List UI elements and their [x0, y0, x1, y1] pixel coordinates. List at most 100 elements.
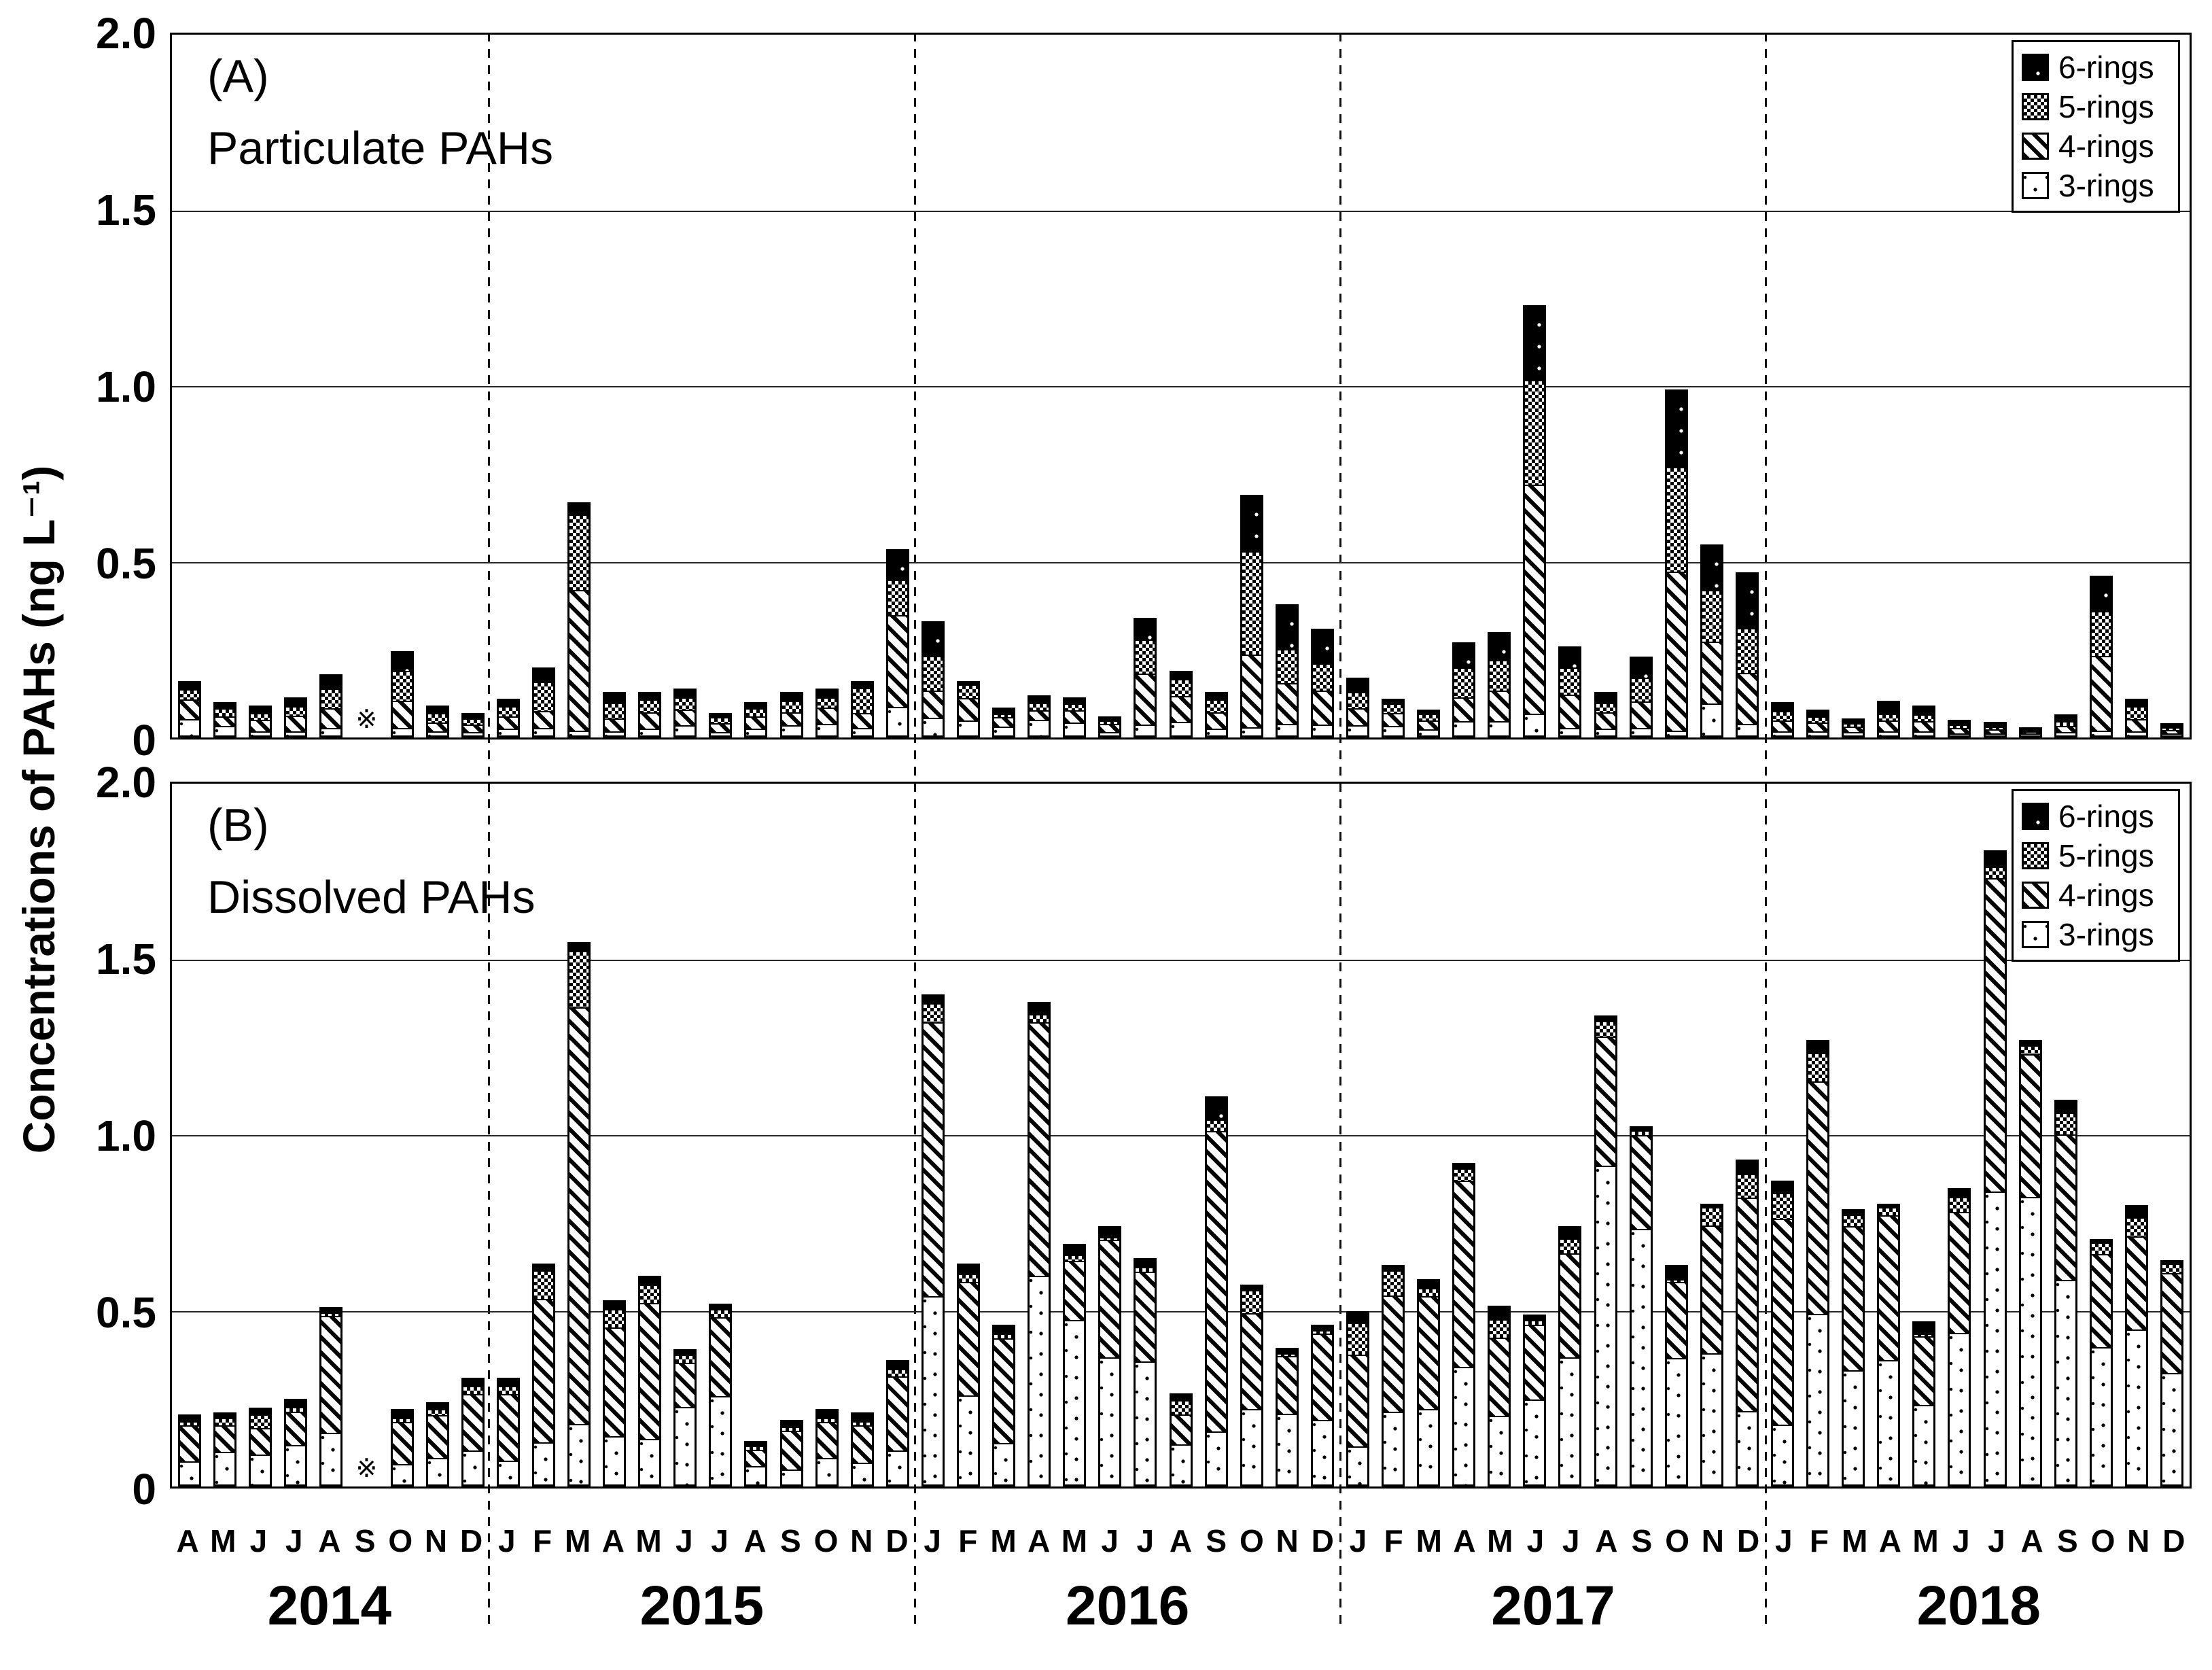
segment-5-rings	[782, 701, 801, 713]
month-label: A	[318, 1523, 341, 1559]
gridline-0.5	[172, 1310, 2190, 1312]
segment-6-rings	[1030, 1003, 1049, 1014]
segment-3-rings	[1454, 721, 1474, 735]
segment-5-rings	[1879, 1207, 1899, 1216]
segment-4-rings	[1454, 697, 1474, 722]
bar-B-2017-04	[1452, 1163, 1476, 1486]
segment-3-rings	[923, 717, 943, 735]
segment-6-rings	[1914, 708, 1934, 715]
segment-3-rings	[286, 731, 306, 735]
segment-5-rings	[1030, 1013, 1049, 1022]
bar-A-2016-11	[1275, 604, 1299, 737]
segment-5-rings	[427, 713, 447, 723]
segment-6-rings	[1100, 718, 1120, 721]
segment-6-rings	[498, 1379, 518, 1387]
segment-3-rings	[1384, 725, 1403, 735]
segment-5-rings	[1772, 1193, 1792, 1219]
segment-5-rings	[1490, 660, 1509, 691]
5-rings-swatch-icon	[2022, 93, 2049, 120]
bar-A-2018-09	[2054, 714, 2077, 737]
month-label: J	[498, 1523, 516, 1559]
segment-6-rings	[321, 1309, 341, 1313]
segment-6-rings	[463, 714, 482, 718]
segment-5-rings	[1348, 1323, 1367, 1355]
bar-A-2016-02	[956, 681, 980, 737]
segment-6-rings	[2091, 1240, 2111, 1242]
year-divider	[1765, 33, 1768, 1631]
segment-6-rings	[286, 699, 306, 706]
segment-6-rings	[1737, 1162, 1757, 1174]
segment-5-rings	[392, 671, 412, 701]
segment-5-rings	[746, 708, 766, 717]
segment-5-rings	[1242, 551, 1261, 655]
segment-4-rings	[2020, 1054, 2040, 1197]
bar-A-2016-08	[1169, 670, 1193, 737]
segment-4-rings	[958, 698, 978, 721]
bar-A-2017-11	[1700, 544, 1723, 737]
segment-6-rings	[392, 1411, 412, 1418]
segment-6-rings	[782, 693, 801, 701]
segment-4-rings	[782, 712, 801, 726]
segment-6-rings	[1525, 1316, 1545, 1320]
segment-3-rings	[1844, 732, 1863, 735]
bar-B-2016-10	[1240, 1284, 1263, 1486]
segment-6-rings	[180, 1416, 200, 1421]
segment-6-rings	[1914, 1323, 1934, 1334]
segment-6-rings	[2162, 1262, 2181, 1264]
segment-3-rings	[923, 1296, 943, 1484]
segment-3-rings	[569, 1424, 589, 1484]
segment-5-rings	[1419, 714, 1439, 720]
segment-4-rings	[1914, 1336, 1934, 1405]
segment-4-rings	[569, 590, 589, 731]
segment-3-rings	[675, 725, 695, 735]
segment-6-rings	[958, 1265, 978, 1274]
segment-4-rings	[1985, 877, 2005, 1192]
segment-3-rings	[1242, 1408, 1261, 1484]
panel-a-legend: 6-rings 5-rings 4-rings 3-rings	[2012, 40, 2180, 213]
segment-6-rings	[1171, 672, 1191, 679]
bar-B-2015-09	[779, 1419, 803, 1486]
segment-3-rings	[321, 728, 341, 736]
segment-4-rings	[852, 1425, 872, 1463]
segment-3-rings	[1772, 1425, 1792, 1484]
segment-5-rings	[605, 702, 625, 718]
segment-4-rings	[888, 614, 907, 708]
segment-4-rings	[1596, 1036, 1615, 1166]
bar-B-2016-12	[1310, 1325, 1334, 1486]
y-tick-label: 2.0	[96, 9, 156, 58]
segment-4-rings	[1419, 720, 1439, 729]
month-label: A	[1878, 1523, 1901, 1559]
month-label: J	[285, 1523, 303, 1559]
segment-5-rings	[569, 514, 589, 591]
bar-B-2017-08	[1594, 1015, 1617, 1486]
segment-5-rings	[1596, 702, 1615, 713]
segment-3-rings	[1808, 731, 1828, 735]
segment-4-rings	[1666, 571, 1686, 731]
bar-A-2014-12	[461, 712, 485, 737]
segment-6-rings	[1879, 1205, 1899, 1208]
segment-6-rings	[1560, 648, 1580, 667]
segment-3-rings	[533, 727, 553, 735]
segment-3-rings	[2126, 1329, 2146, 1485]
segment-4-rings	[1100, 724, 1120, 732]
month-label: M	[635, 1523, 662, 1559]
bar-A-2016-09	[1204, 691, 1228, 737]
segment-5-rings	[1560, 1238, 1580, 1254]
legend-item-label: 5-rings	[2058, 838, 2154, 873]
segment-3-rings	[1985, 733, 2005, 735]
month-label: D	[1736, 1523, 1760, 1559]
segment-4-rings	[1348, 1354, 1367, 1446]
segment-4-rings	[1702, 1225, 1721, 1354]
segment-6-rings	[1242, 497, 1261, 552]
segment-4-rings	[1879, 720, 1899, 731]
segment-5-rings	[1808, 716, 1828, 723]
legend-item-label: 4-rings	[2058, 877, 2154, 913]
segment-3-rings	[1737, 1411, 1757, 1484]
month-label: A	[743, 1523, 767, 1559]
segment-4-rings	[427, 1414, 447, 1458]
segment-4-rings	[392, 1422, 412, 1465]
bar-A-2015-06	[673, 688, 697, 737]
segment-4-rings	[1844, 1225, 1863, 1371]
segment-3-rings	[1596, 728, 1615, 735]
bar-A-2017-07	[1558, 646, 1582, 737]
